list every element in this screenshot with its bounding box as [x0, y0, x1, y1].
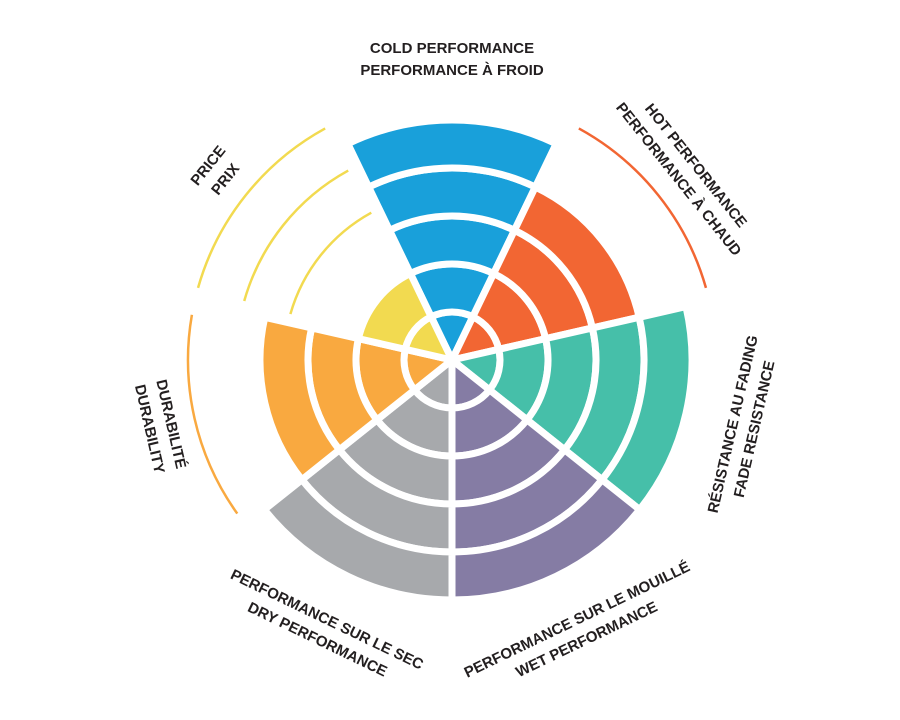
sector: [343, 116, 561, 369]
sector-band: [354, 268, 436, 354]
guide-arc: [196, 127, 326, 289]
sector: [186, 313, 460, 515]
category-label-line: PERFORMANCE À CHAUD: [612, 100, 744, 260]
sector-band: [256, 313, 345, 485]
guide-arc: [186, 314, 239, 515]
sector-band: [343, 116, 561, 192]
guide-arc: [578, 127, 708, 289]
sector: [196, 127, 459, 366]
category-label: COLD PERFORMANCE PERFORMANCE À FROID: [360, 40, 544, 79]
guide-arc: [289, 211, 372, 315]
category-label-line: COLD PERFORMANCE: [370, 40, 534, 57]
category-label-line: PERFORMANCE À FROID: [360, 62, 544, 79]
sector-band: [259, 474, 456, 604]
guide-arc: [243, 169, 349, 302]
